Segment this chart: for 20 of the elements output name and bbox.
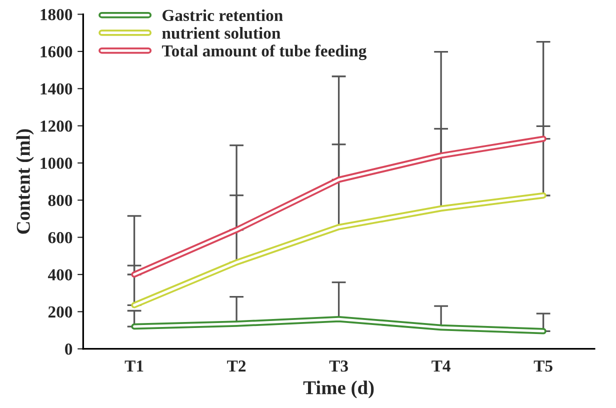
legend-label: nutrient solution <box>162 27 280 39</box>
x-tick-label: T2 <box>227 360 246 372</box>
x-tick-label: T4 <box>432 360 450 372</box>
y-tick-label: 600 <box>48 232 72 244</box>
x-axis-title: Time (d) <box>303 380 374 398</box>
y-tick-label: 1200 <box>40 120 72 132</box>
x-tick-label: T5 <box>534 360 552 372</box>
y-axis-title: Content (ml) <box>16 129 34 234</box>
legend-label: Total amount of tube feeding <box>162 44 367 60</box>
legend-label: Gastric retention <box>162 9 283 22</box>
x-tick-label: T3 <box>329 360 348 372</box>
y-tick-label: 800 <box>48 194 72 206</box>
y-tick-label: 0 <box>65 344 72 355</box>
y-tick-label: 1600 <box>40 46 72 58</box>
y-tick-label: 400 <box>48 269 72 280</box>
y-tick-label: 200 <box>48 306 72 318</box>
y-tick-label: 1400 <box>40 83 72 95</box>
y-tick-label: 1800 <box>40 8 72 20</box>
x-tick-label: T1 <box>124 360 144 372</box>
y-tick-label: 1000 <box>40 158 72 169</box>
